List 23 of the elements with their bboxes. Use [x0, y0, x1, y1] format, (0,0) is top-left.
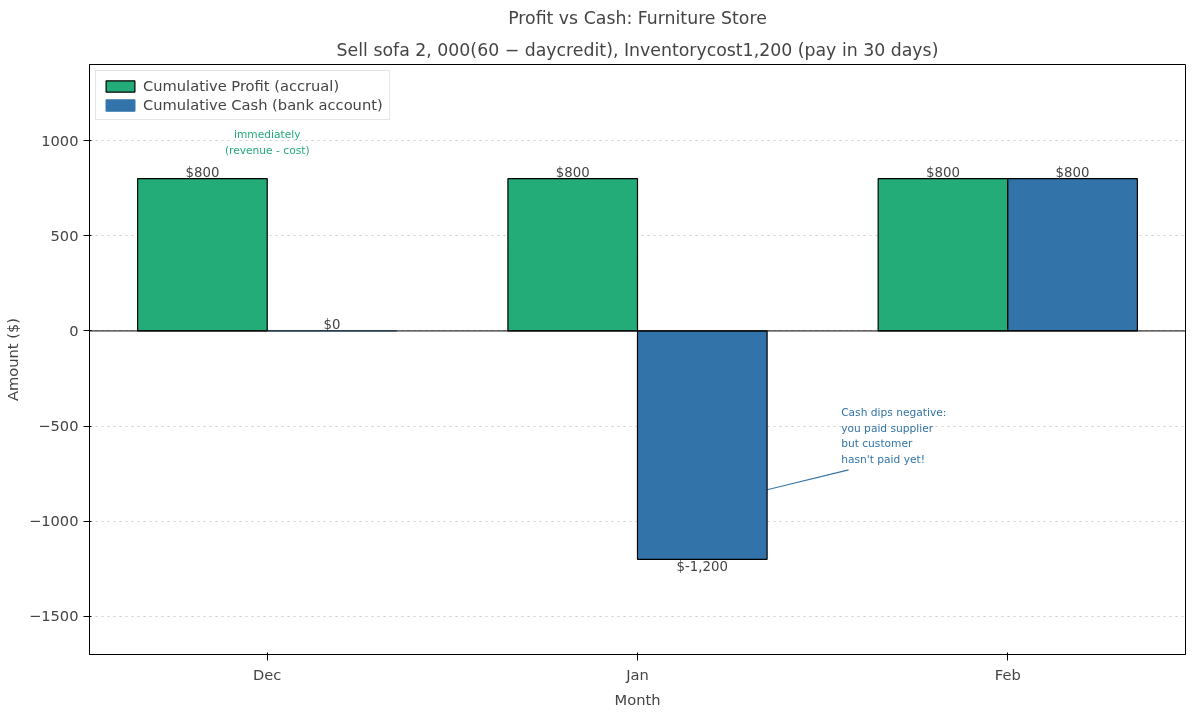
y-tick-label: −1000: [28, 512, 79, 530]
x-tick-label: Dec: [253, 665, 282, 683]
y-tick-label: 1000: [41, 131, 79, 149]
data-label: $800: [1055, 164, 1090, 180]
legend-label: Cumulative Profit (accrual): [143, 77, 340, 94]
chart-title: Profit vs Cash: Furniture Store: [508, 7, 767, 28]
y-tick-label: −1500: [28, 607, 79, 625]
x-tick-label: Feb: [994, 665, 1021, 683]
y-axis-title: Amount ($): [3, 317, 21, 402]
data-label: $0: [323, 316, 341, 332]
y-tick-label: 500: [50, 226, 79, 244]
y-tick-label: −500: [38, 417, 79, 435]
data-label: $800: [555, 164, 590, 180]
data-label: $800: [926, 164, 960, 180]
annotation: immediately (revenue - cost): [224, 128, 310, 157]
x-axis-title: Month: [614, 690, 661, 708]
chart-subtitle: Sell sofa 2, 000(60 − daycredit), Inventorycost1,200 (pay in 30 days): [336, 39, 939, 60]
x-tick-label: Jan: [625, 665, 649, 683]
y-tick-label: 0: [69, 321, 79, 339]
annotation: Cash dips negative: you paid supplier but customer hasn't paid yet!: [841, 406, 947, 466]
legend-label: Cumulative Cash (bank account): [143, 96, 383, 113]
data-label: $-1,200: [676, 559, 729, 575]
data-label: $800: [185, 164, 220, 180]
